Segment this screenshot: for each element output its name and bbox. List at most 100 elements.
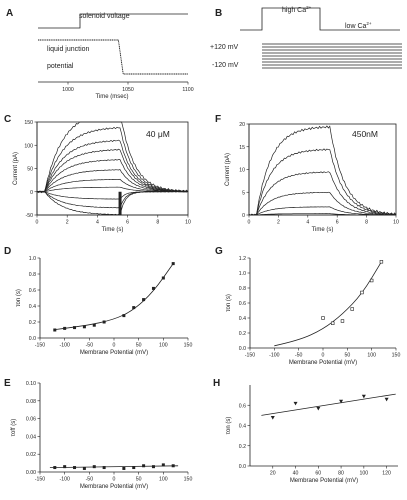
current-trace xyxy=(249,213,396,216)
y-tick-label: 0.6 xyxy=(29,288,36,294)
current-trace xyxy=(248,191,397,216)
y-tick-label: 0 xyxy=(242,213,245,219)
y-tick-label: 0.10 xyxy=(26,381,36,387)
current-trace xyxy=(36,191,189,216)
x-tick-label: 0 xyxy=(113,477,116,483)
panel-D: D -150 -100 -50 0 50 100 150 0.0 0.2 0.4 0.6 0.8 1.0… xyxy=(4,246,192,356)
fit-curve xyxy=(274,261,382,347)
x-tick-label: 4 xyxy=(96,220,99,226)
y-tick-label: 0.2 xyxy=(29,320,36,326)
x-tick-label: 4 xyxy=(306,220,309,226)
data-point xyxy=(92,323,96,327)
data-point xyxy=(331,321,335,325)
x-axis-label: Membrane Potential (mV) xyxy=(80,350,148,356)
fit-line xyxy=(49,465,179,468)
x-tick-label: 50 xyxy=(136,343,142,349)
current-trace xyxy=(37,191,189,209)
y-tick-label: 0.06 xyxy=(26,417,36,423)
solenoid-voltage-label: solenoid voltage xyxy=(79,13,130,20)
y-tick-label: 0.6 xyxy=(239,403,246,409)
data-point xyxy=(369,278,374,283)
panel-label-E: E xyxy=(4,378,11,389)
x-tick-label: 10 xyxy=(185,220,191,226)
data-point xyxy=(142,464,146,468)
fit-line xyxy=(261,393,396,416)
y-axis-label: τon (s) xyxy=(226,417,232,435)
x-tick-label: 1050 xyxy=(122,87,134,93)
x-tick-label: -50 xyxy=(295,353,303,359)
x-axis-label: Time (s) xyxy=(102,227,124,233)
panel-F: F 0 2 4 6 8 10 0 5 10 15 20 Time (s) Current (pA) 45… xyxy=(215,114,399,233)
y-tick-label: 0.4 xyxy=(29,304,36,310)
x-tick-label: 8 xyxy=(156,220,159,226)
y-tick-label: 0.00 xyxy=(26,470,36,476)
x-tick-label: 0 xyxy=(248,220,251,226)
y-tick-label: 5 xyxy=(242,190,245,196)
x-axis-label: Membrane Potential (mV) xyxy=(290,478,358,484)
x-tick-label: 6 xyxy=(336,220,339,226)
tail-current-artifact xyxy=(118,191,122,215)
y-tick-label: 50 xyxy=(27,167,33,173)
data-point xyxy=(293,401,298,406)
current-trace xyxy=(36,148,189,193)
y-tick-label: 0.08 xyxy=(26,399,36,405)
data-point xyxy=(102,466,106,470)
x-axis-label: Membrane Potential (mV) xyxy=(80,484,148,490)
x-tick-label: -150 xyxy=(35,477,45,483)
junction-trace xyxy=(38,39,188,75)
x-tick-label: -150 xyxy=(245,353,255,359)
y-tick-label: 0.8 xyxy=(29,272,36,278)
x-axis-label-A: Time (msec) xyxy=(95,94,128,100)
x-tick-label: 1000 xyxy=(62,87,74,93)
x-tick-label: 150 xyxy=(184,477,193,483)
data-point xyxy=(350,307,354,311)
panel-label-G: G xyxy=(215,246,223,257)
x-tick-label: 150 xyxy=(184,343,193,349)
y-axis-label: Current (pA) xyxy=(13,152,19,185)
y-tick-label: 0.6 xyxy=(239,301,246,307)
data-point xyxy=(339,399,344,404)
current-trace xyxy=(36,191,189,200)
x-tick-label: 2 xyxy=(66,220,69,226)
x-tick-label: -50 xyxy=(86,477,94,483)
y-tick-label: 10 xyxy=(239,168,245,174)
concentration-label-F: 450nM xyxy=(352,129,378,139)
x-tick-label: 100 xyxy=(159,477,168,483)
y-axis-label: τon (s) xyxy=(16,289,22,307)
x-tick-label: 50 xyxy=(344,353,350,359)
data-point xyxy=(102,320,106,324)
low-ca-label: low Ca2+ xyxy=(345,21,372,30)
panel-H: H 20 40 60 80 100 120 0.0 0.2 0.4 0.6 Membrane Pot… xyxy=(213,378,398,484)
panel-label-H: H xyxy=(213,378,220,389)
x-tick-label: -100 xyxy=(59,343,69,349)
x-tick-label: 2 xyxy=(277,220,280,226)
y-tick-label: 1.0 xyxy=(29,256,36,262)
data-point xyxy=(360,290,364,295)
data-point xyxy=(270,416,275,420)
current-trace xyxy=(248,148,396,216)
y-tick-label: 150 xyxy=(24,120,33,126)
x-tick-label: 100 xyxy=(367,353,376,359)
y-tick-label: 1.2 xyxy=(239,256,246,262)
x-tick-label: 20 xyxy=(270,471,276,477)
data-point xyxy=(171,262,175,266)
x-tick-label: 150 xyxy=(392,353,401,359)
panel-label-F: F xyxy=(215,114,221,125)
panel-label-D: D xyxy=(4,246,11,257)
x-tick-label: 0 xyxy=(113,343,116,349)
y-axis-label: Current (pA) xyxy=(225,153,231,186)
solenoid-trace xyxy=(38,13,188,29)
data-point xyxy=(92,465,96,469)
panel-label-A: A xyxy=(6,8,13,19)
y-tick-label: 0.4 xyxy=(239,316,246,322)
x-axis-label: Membrane Potential (mV) xyxy=(289,360,357,366)
y-axis-label: τoff (s) xyxy=(11,419,17,437)
panel-label-B: B xyxy=(215,8,222,19)
data-point xyxy=(122,314,126,318)
y-tick-label: 0.2 xyxy=(239,331,246,337)
data-point xyxy=(82,325,86,329)
data-point xyxy=(161,463,165,467)
panel-B: B high Ca2+ low Ca2+ +120 mV -120 mV xyxy=(210,5,402,69)
x-tick-label: 60 xyxy=(315,471,321,477)
